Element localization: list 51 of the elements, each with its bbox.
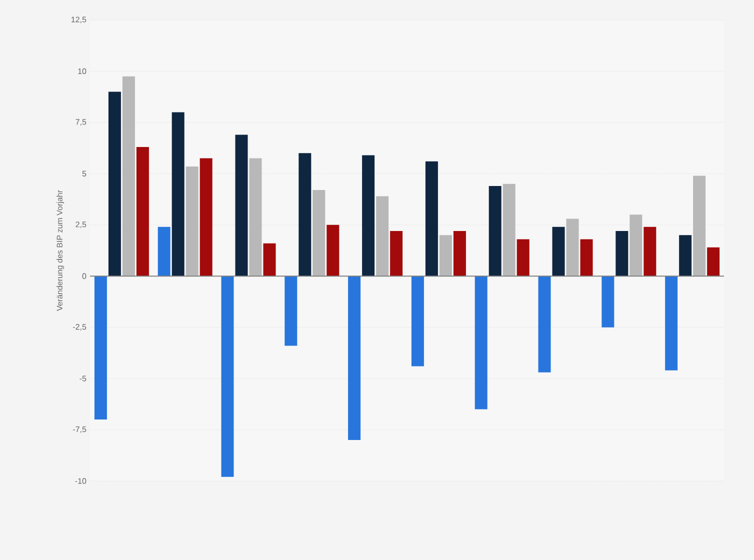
bar [474, 276, 488, 410]
bar [94, 276, 107, 420]
y-tick-label: 7,5 [76, 119, 86, 126]
bar [235, 134, 248, 276]
bar [348, 276, 361, 440]
bar [172, 112, 184, 276]
bar [326, 224, 340, 276]
bar [665, 276, 678, 370]
y-tick-label: -5 [80, 376, 86, 382]
y-tick-label: -10 [75, 478, 86, 484]
bar [679, 235, 692, 276]
bar [425, 161, 438, 276]
y-tick-label: 12,5 [72, 16, 86, 24]
bar [263, 243, 276, 276]
bar [538, 276, 551, 372]
bar [221, 276, 234, 477]
bar [580, 239, 593, 276]
bar [136, 147, 149, 276]
bar [122, 76, 135, 276]
bar [108, 92, 121, 276]
bar [249, 158, 262, 276]
bar [602, 276, 614, 328]
y-tick-label: 10 [78, 68, 86, 74]
bar [390, 231, 403, 276]
bar [298, 153, 312, 276]
bar [488, 186, 502, 276]
bar [502, 184, 516, 276]
y-tick-label: -7,5 [73, 426, 86, 434]
bar [312, 190, 326, 276]
bar [200, 158, 212, 276]
bar [707, 247, 720, 276]
bar [566, 218, 579, 276]
bar [411, 276, 424, 366]
y-tick-label: -2,5 [73, 324, 86, 331]
y-tick-label: 2,5 [76, 222, 86, 228]
bar [362, 155, 375, 276]
bar [693, 176, 706, 276]
bar [439, 235, 452, 276]
y-tick-label: 5 [82, 170, 86, 176]
bar [516, 239, 530, 276]
bar [376, 196, 389, 276]
bar [552, 226, 565, 276]
bar [158, 226, 170, 276]
bar [453, 231, 466, 276]
bar [284, 276, 298, 346]
bar [186, 166, 198, 276]
y-tick-label: 0 [82, 273, 86, 279]
bar [616, 231, 628, 276]
y-axis-title: Veränderung des BIP zum Vorjahr [56, 190, 64, 311]
bar [630, 214, 642, 276]
bar [644, 226, 656, 276]
